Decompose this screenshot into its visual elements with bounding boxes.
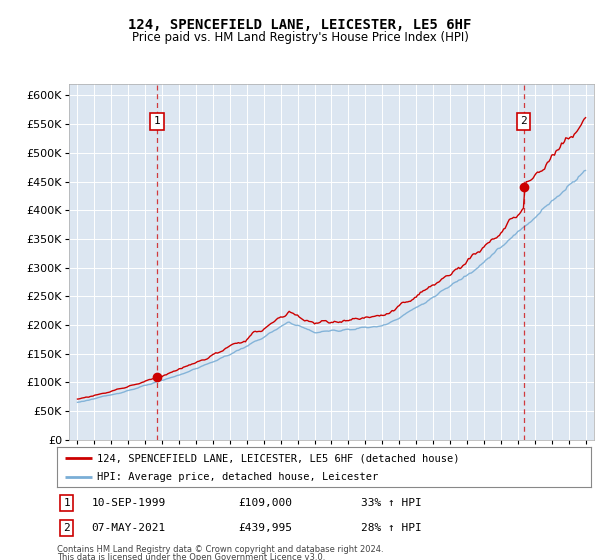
Text: This data is licensed under the Open Government Licence v3.0.: This data is licensed under the Open Gov… bbox=[57, 553, 325, 560]
Text: HPI: Average price, detached house, Leicester: HPI: Average price, detached house, Leic… bbox=[97, 472, 379, 482]
Text: 2: 2 bbox=[63, 523, 70, 533]
Text: 33% ↑ HPI: 33% ↑ HPI bbox=[361, 498, 422, 508]
Text: 1: 1 bbox=[154, 116, 160, 127]
Text: 124, SPENCEFIELD LANE, LEICESTER, LE5 6HF (detached house): 124, SPENCEFIELD LANE, LEICESTER, LE5 6H… bbox=[97, 453, 460, 463]
Text: 124, SPENCEFIELD LANE, LEICESTER, LE5 6HF: 124, SPENCEFIELD LANE, LEICESTER, LE5 6H… bbox=[128, 18, 472, 32]
Text: 10-SEP-1999: 10-SEP-1999 bbox=[92, 498, 166, 508]
Text: Contains HM Land Registry data © Crown copyright and database right 2024.: Contains HM Land Registry data © Crown c… bbox=[57, 545, 383, 554]
Text: Price paid vs. HM Land Registry's House Price Index (HPI): Price paid vs. HM Land Registry's House … bbox=[131, 31, 469, 44]
Text: £109,000: £109,000 bbox=[239, 498, 293, 508]
Text: £439,995: £439,995 bbox=[239, 523, 293, 533]
Text: 2: 2 bbox=[520, 116, 527, 127]
Text: 07-MAY-2021: 07-MAY-2021 bbox=[92, 523, 166, 533]
Text: 1: 1 bbox=[63, 498, 70, 508]
Text: 28% ↑ HPI: 28% ↑ HPI bbox=[361, 523, 422, 533]
